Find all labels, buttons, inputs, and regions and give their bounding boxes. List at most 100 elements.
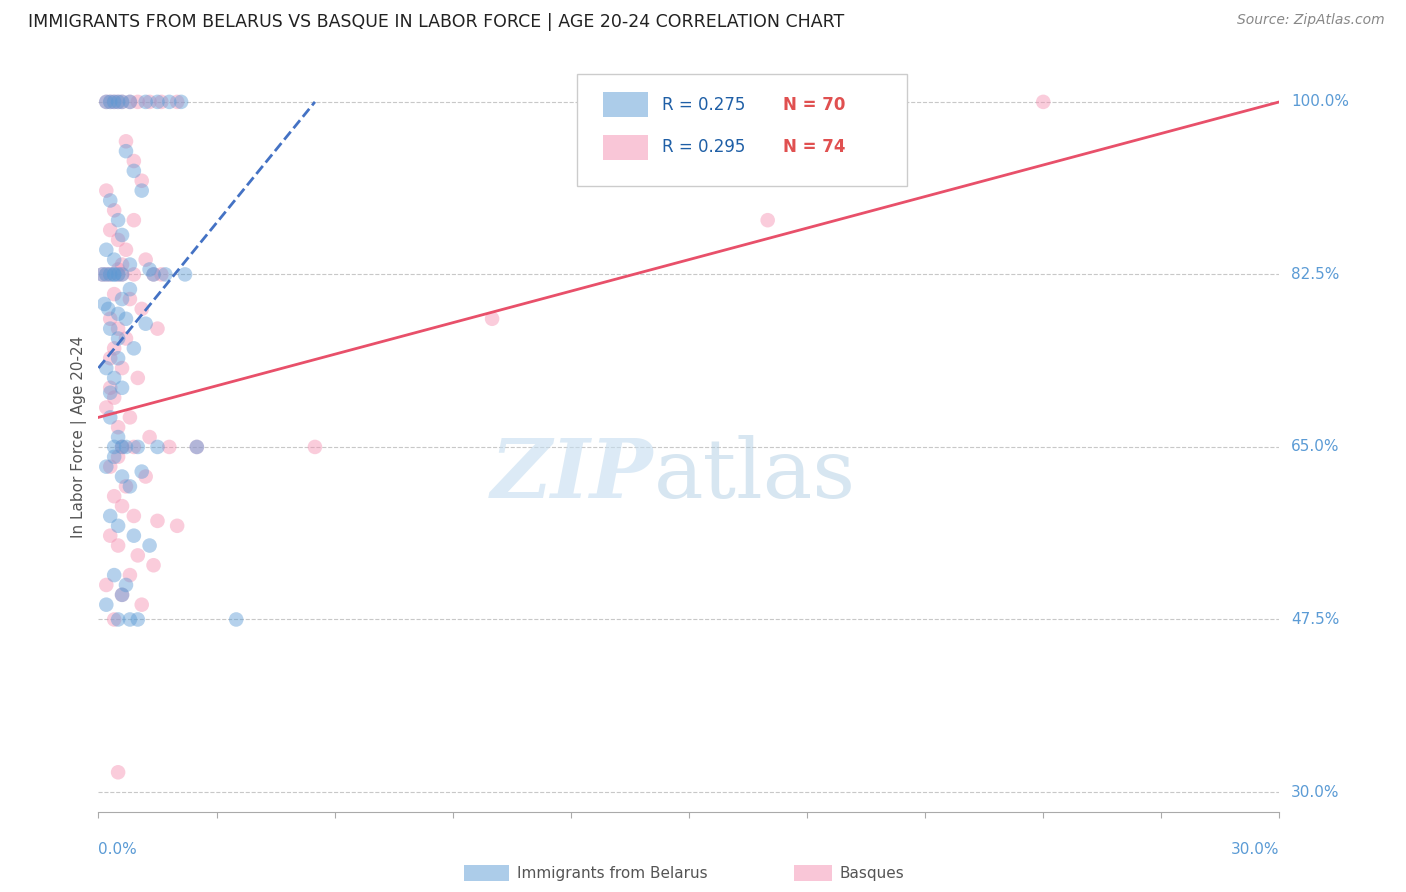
- Point: [111, 440, 134, 454]
- Point: [96, 268, 118, 282]
- Text: Immigrants from Belarus: Immigrants from Belarus: [517, 866, 709, 880]
- Point: [135, 252, 157, 267]
- Point: [96, 401, 118, 415]
- Point: [96, 598, 118, 612]
- Text: R = 0.295: R = 0.295: [662, 138, 745, 156]
- Point: [142, 558, 165, 573]
- Point: [98, 321, 121, 335]
- Point: [122, 213, 145, 227]
- Point: [122, 440, 145, 454]
- Point: [111, 95, 134, 109]
- Point: [481, 311, 503, 326]
- Point: [111, 268, 134, 282]
- Point: [107, 95, 129, 109]
- Point: [157, 440, 180, 454]
- Point: [96, 578, 118, 592]
- Point: [103, 450, 125, 464]
- Point: [107, 450, 129, 464]
- Point: [98, 410, 121, 425]
- Point: [96, 95, 118, 109]
- Text: 30.0%: 30.0%: [1232, 842, 1279, 856]
- Point: [131, 174, 153, 188]
- Point: [127, 549, 149, 563]
- Point: [107, 430, 129, 444]
- Point: [107, 518, 129, 533]
- Text: Basques: Basques: [839, 866, 904, 880]
- Point: [111, 95, 134, 109]
- Point: [103, 391, 125, 405]
- Point: [127, 612, 149, 626]
- Point: [103, 489, 125, 503]
- Point: [107, 268, 129, 282]
- Point: [111, 499, 134, 513]
- Point: [111, 292, 134, 306]
- Point: [146, 321, 169, 335]
- Point: [96, 184, 118, 198]
- Point: [138, 95, 160, 109]
- Point: [118, 612, 141, 626]
- Point: [150, 95, 173, 109]
- Point: [122, 164, 145, 178]
- Point: [186, 440, 208, 454]
- Y-axis label: In Labor Force | Age 20-24: In Labor Force | Age 20-24: [72, 336, 87, 538]
- Point: [98, 351, 121, 366]
- Point: [107, 351, 129, 366]
- Point: [107, 307, 129, 321]
- Point: [135, 469, 157, 483]
- Point: [122, 268, 145, 282]
- Point: [146, 440, 169, 454]
- Point: [98, 223, 121, 237]
- Point: [98, 381, 121, 395]
- Point: [138, 539, 160, 553]
- Text: Source: ZipAtlas.com: Source: ZipAtlas.com: [1237, 13, 1385, 28]
- Text: R = 0.275: R = 0.275: [662, 96, 745, 114]
- Point: [107, 331, 129, 345]
- Point: [111, 227, 134, 242]
- Point: [118, 568, 141, 582]
- Point: [107, 213, 129, 227]
- Point: [107, 95, 129, 109]
- Point: [118, 479, 141, 493]
- Point: [127, 371, 149, 385]
- Point: [103, 371, 125, 385]
- Point: [103, 252, 125, 267]
- Point: [1032, 95, 1054, 109]
- Point: [103, 203, 125, 218]
- Point: [131, 301, 153, 316]
- Point: [98, 194, 121, 208]
- Point: [225, 612, 247, 626]
- Point: [174, 268, 197, 282]
- Text: 82.5%: 82.5%: [1291, 267, 1340, 282]
- Point: [115, 243, 138, 257]
- FancyBboxPatch shape: [603, 93, 648, 117]
- Point: [103, 440, 125, 454]
- Point: [111, 258, 134, 272]
- Point: [115, 144, 138, 158]
- Point: [103, 568, 125, 582]
- Point: [127, 95, 149, 109]
- Point: [157, 95, 180, 109]
- Point: [111, 469, 134, 483]
- Point: [98, 529, 121, 543]
- Text: 0.0%: 0.0%: [98, 842, 138, 856]
- Point: [155, 268, 177, 282]
- Point: [122, 508, 145, 523]
- Point: [103, 287, 125, 301]
- Point: [131, 184, 153, 198]
- Point: [111, 588, 134, 602]
- Point: [111, 361, 134, 376]
- Point: [118, 95, 141, 109]
- Text: N = 74: N = 74: [783, 138, 846, 156]
- Point: [166, 95, 188, 109]
- Point: [107, 268, 129, 282]
- Point: [756, 213, 779, 227]
- Text: atlas: atlas: [654, 434, 856, 515]
- Point: [142, 268, 165, 282]
- Point: [98, 95, 121, 109]
- Point: [107, 612, 129, 626]
- Point: [98, 508, 121, 523]
- Point: [166, 518, 188, 533]
- Point: [146, 95, 169, 109]
- Point: [98, 311, 121, 326]
- Point: [170, 95, 193, 109]
